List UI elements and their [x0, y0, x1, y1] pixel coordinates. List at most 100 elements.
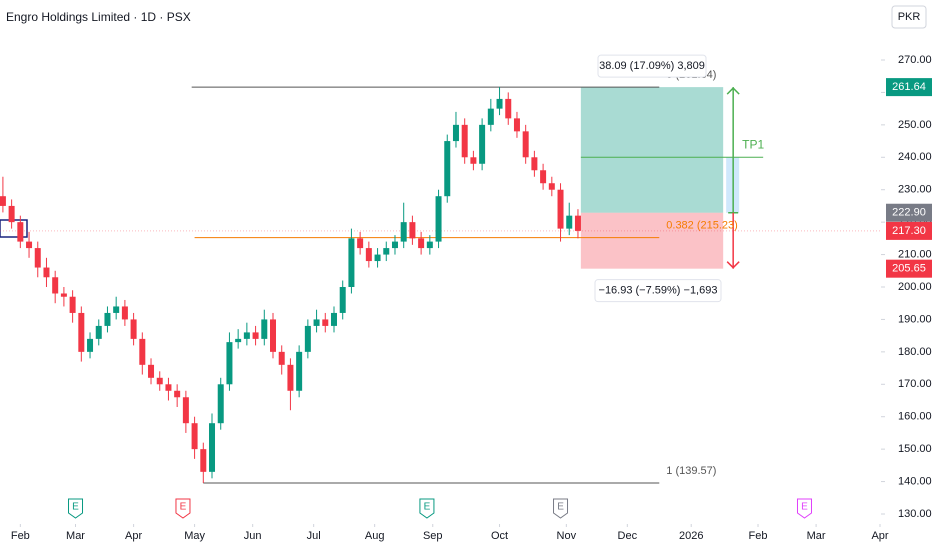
candle-body: [557, 189, 564, 229]
candle-body: [540, 170, 547, 184]
price-badge-label: 222.90: [892, 207, 926, 219]
event-icon: [796, 498, 812, 519]
candle-body: [322, 319, 329, 326]
candle-body: [235, 338, 242, 343]
y-tick-label: 180.00: [898, 346, 932, 358]
x-tick-label: Feb: [11, 530, 30, 542]
chart-title: Engro Holdings Limited · 1D · PSX: [6, 10, 191, 24]
measure-label: −16.93 (−7.59%) −1,693: [599, 285, 718, 297]
candle-body: [487, 108, 494, 125]
candle-body: [418, 238, 425, 249]
candle-body: [217, 384, 224, 424]
candle-body: [383, 248, 390, 255]
x-tick-label: Apr: [125, 530, 142, 542]
candle-body: [566, 215, 573, 229]
candle-body: [26, 241, 33, 249]
candle-body: [200, 449, 207, 472]
measure-box: [597, 54, 707, 78]
candle-body: [182, 397, 189, 424]
candle-body: [278, 351, 285, 365]
candle-body: [339, 287, 346, 313]
candle-body: [348, 238, 355, 287]
price-badge: [886, 259, 932, 278]
candle-body: [548, 183, 555, 190]
tp-label: TP1: [742, 137, 764, 151]
y-tick-label: 160.00: [898, 411, 932, 423]
candle-body: [156, 377, 163, 385]
measure-box: [594, 279, 722, 303]
candle-body: [357, 238, 364, 249]
candle-body: [470, 157, 477, 164]
candle-body: [209, 423, 216, 472]
candle-body: [243, 332, 250, 339]
event-icon: [68, 498, 84, 519]
y-tick-label: 250.00: [898, 119, 932, 131]
candle-body: [139, 338, 146, 365]
candle-body: [87, 338, 94, 352]
event-label: E: [72, 502, 79, 513]
candle-body: [191, 423, 198, 450]
event-icon: [419, 498, 435, 519]
fib-label: 1 (139.57): [666, 465, 716, 477]
x-tick-label: 2026: [679, 530, 703, 542]
candle-body: [165, 384, 172, 391]
target-arrowhead: [726, 87, 740, 95]
candle-body: [426, 241, 433, 249]
candle-body: [113, 306, 120, 313]
event-icon: [553, 498, 569, 519]
candle-body: [304, 325, 311, 352]
candle-body: [479, 124, 486, 164]
candle-body: [17, 222, 24, 242]
candle-body: [531, 157, 538, 171]
x-tick-label: Nov: [557, 530, 577, 542]
event-icon: [175, 498, 191, 519]
candle-body: [252, 332, 259, 339]
price-badge: [886, 221, 932, 240]
candle-body: [148, 364, 155, 378]
candle-body: [435, 196, 442, 242]
candle-body: [60, 293, 67, 297]
candle-body: [365, 248, 372, 262]
candle-body: [313, 319, 320, 326]
candle-body: [121, 306, 128, 320]
x-tick-label: Oct: [491, 530, 508, 542]
candle-body: [496, 98, 503, 109]
x-tick-label: Mar: [807, 530, 826, 542]
x-tick-label: Apr: [871, 530, 888, 542]
candle-body: [505, 98, 512, 119]
candle-body: [8, 205, 15, 223]
candle-body: [522, 131, 529, 158]
candle-body: [513, 118, 520, 132]
x-tick-label: Jun: [244, 530, 262, 542]
candle-body: [330, 312, 337, 326]
y-tick-label: 270.00: [898, 54, 932, 66]
y-tick-label: 140.00: [898, 475, 932, 487]
candle-body: [461, 124, 468, 158]
price-badge-label: 261.64: [892, 81, 926, 93]
candle-body: [452, 124, 459, 142]
candle-body: [287, 364, 294, 391]
candle-body: [444, 141, 451, 197]
fib-label: 0.382 (215.23): [666, 220, 738, 232]
currency[interactable]: PKR: [898, 11, 921, 23]
candle-body: [95, 325, 102, 339]
candle-body: [374, 254, 381, 262]
candle-body: [0, 196, 6, 206]
candle-body: [296, 351, 303, 391]
currency-box[interactable]: [891, 5, 927, 29]
candle-body: [174, 390, 181, 398]
price-badge-label: 205.65: [892, 263, 926, 275]
y-tick-label: 240.00: [898, 151, 932, 163]
measure-label: 38.09 (17.09%) 3,809: [599, 60, 705, 72]
y-tick-label: 130.00: [898, 508, 932, 520]
stop-arrowhead: [726, 261, 740, 269]
candle-body: [270, 319, 277, 352]
x-tick-label: Sep: [423, 530, 443, 542]
x-tick-label: Feb: [749, 530, 768, 542]
candle-body: [78, 312, 85, 352]
candle-body: [574, 215, 581, 231]
candle-body: [43, 267, 50, 278]
x-tick-label: May: [184, 530, 205, 542]
x-tick-label: Mar: [66, 530, 85, 542]
